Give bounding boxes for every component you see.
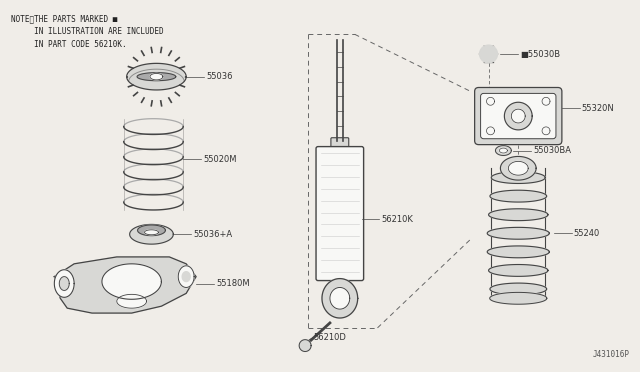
Polygon shape	[54, 270, 74, 297]
Polygon shape	[500, 157, 536, 180]
Polygon shape	[179, 266, 194, 288]
FancyBboxPatch shape	[316, 147, 364, 280]
Text: 55030BA: 55030BA	[533, 146, 571, 155]
Polygon shape	[490, 283, 547, 295]
Polygon shape	[486, 127, 495, 135]
Polygon shape	[145, 230, 159, 235]
FancyBboxPatch shape	[475, 87, 562, 145]
Polygon shape	[488, 264, 548, 276]
Polygon shape	[486, 97, 495, 105]
Text: NOTE、THE PARTS MARKED ■
     IN ILLUSTRATION ARE INCLUDED
     IN PART CODE 5621: NOTE、THE PARTS MARKED ■ IN ILLUSTRATION …	[11, 15, 163, 49]
Polygon shape	[492, 171, 545, 183]
Polygon shape	[116, 294, 147, 308]
Text: 55240: 55240	[574, 229, 600, 238]
Polygon shape	[60, 277, 69, 291]
Text: 55320N: 55320N	[582, 104, 614, 113]
Polygon shape	[488, 209, 548, 221]
Polygon shape	[330, 288, 349, 309]
Polygon shape	[542, 97, 550, 105]
Polygon shape	[490, 292, 547, 304]
Polygon shape	[137, 73, 176, 81]
Text: ■55030B: ■55030B	[520, 49, 561, 58]
Polygon shape	[487, 227, 549, 239]
Text: 56210K: 56210K	[381, 215, 413, 224]
Text: 55180M: 55180M	[216, 279, 250, 288]
Polygon shape	[322, 279, 358, 318]
Polygon shape	[490, 190, 547, 202]
Polygon shape	[495, 145, 511, 155]
Text: 55020M: 55020M	[203, 155, 237, 164]
Polygon shape	[499, 148, 508, 153]
Text: J431016P: J431016P	[592, 350, 629, 359]
FancyBboxPatch shape	[481, 93, 556, 139]
Polygon shape	[129, 64, 184, 89]
FancyBboxPatch shape	[331, 138, 349, 150]
Polygon shape	[130, 224, 173, 244]
Polygon shape	[508, 161, 528, 175]
Polygon shape	[54, 257, 196, 313]
Polygon shape	[511, 109, 525, 123]
Polygon shape	[504, 102, 532, 130]
Polygon shape	[138, 225, 165, 235]
Polygon shape	[102, 264, 161, 299]
Polygon shape	[299, 340, 311, 352]
Text: 55036: 55036	[206, 72, 232, 81]
Polygon shape	[487, 246, 549, 258]
Polygon shape	[150, 73, 163, 80]
Polygon shape	[182, 272, 190, 282]
Polygon shape	[479, 45, 497, 63]
Text: 56210D: 56210D	[313, 333, 346, 342]
Text: 55036+A: 55036+A	[193, 230, 232, 239]
Polygon shape	[542, 127, 550, 135]
